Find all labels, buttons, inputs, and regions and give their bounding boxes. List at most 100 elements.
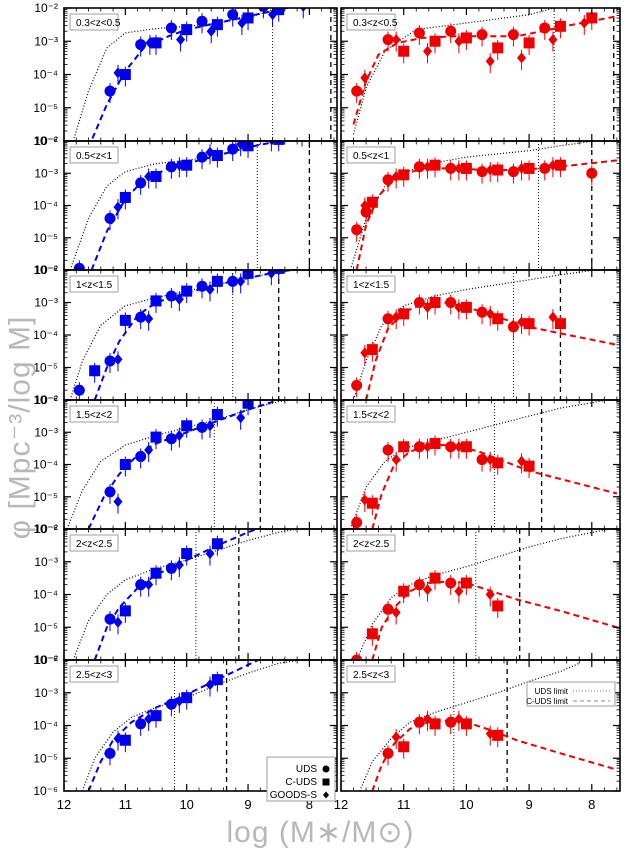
cuds-point	[119, 734, 131, 746]
goodss-point	[360, 200, 370, 211]
goodss-point	[485, 308, 495, 320]
goodss-point	[454, 713, 464, 725]
uds-point	[227, 143, 239, 155]
redshift-bin-label: 1<z<1.5	[346, 275, 396, 293]
cuds-point	[150, 170, 162, 182]
y-tick-label: 10⁻³	[34, 425, 58, 439]
goodss-point	[485, 55, 495, 67]
goodss-point	[454, 35, 464, 47]
y-tick-label: 10⁻⁶	[33, 393, 58, 407]
goodss-point	[548, 159, 558, 171]
cuds-point	[523, 460, 535, 472]
cuds-point	[554, 20, 566, 32]
cuds-point	[119, 459, 131, 470]
redshift-bin-label: 2.5<z<3	[69, 665, 119, 683]
goodss-point	[485, 164, 495, 176]
svg-text:0.3<z<0.5: 0.3<z<0.5	[353, 18, 398, 29]
cuds-point	[89, 365, 101, 377]
cuds-point	[554, 159, 566, 171]
y-tick-label: 10⁻⁵	[33, 101, 58, 115]
uds-point	[476, 29, 488, 41]
goodss-point	[454, 585, 464, 597]
cuds-point	[554, 318, 566, 330]
uds-point	[165, 698, 177, 710]
svg-text:UDS limit: UDS limit	[535, 687, 569, 696]
x-tick-label: 11	[119, 797, 133, 812]
y-tick-label: 10⁻⁴	[33, 68, 58, 82]
goodss-point	[360, 494, 370, 506]
cuds-point	[523, 318, 535, 330]
y-axis-label: φ [Mpc⁻³/log M]	[3, 315, 37, 540]
svg-text:1.5<z<2: 1.5<z<2	[76, 410, 113, 421]
goodss-point	[145, 37, 155, 49]
goodss-point	[454, 301, 464, 313]
goodss-point	[517, 52, 527, 64]
goodss-point	[485, 454, 495, 466]
cuds-point	[366, 628, 378, 640]
goodss-point	[391, 311, 401, 323]
x-tick-label: 12	[57, 797, 71, 812]
goodss-point	[144, 579, 154, 591]
svg-text:0.5<z<1: 0.5<z<1	[76, 151, 113, 162]
panel-right-3: 1.5<z<2	[340, 399, 621, 530]
cuds-point	[366, 344, 378, 356]
y-tick-label: 10⁻²	[34, 263, 58, 277]
svg-text:2.5<z<3: 2.5<z<3	[76, 670, 113, 681]
uds-point	[445, 716, 457, 728]
uds-point	[135, 39, 147, 51]
uds-point	[586, 167, 598, 179]
uds-point	[382, 444, 394, 456]
goodss-point	[144, 170, 154, 182]
x-tick-label: 10	[179, 797, 193, 812]
panel-left-2: 1<z<1.5 10⁻² 10⁻³ 10⁻⁴ 10⁻⁵ 10⁻⁶	[33, 263, 338, 407]
x-axis-label: log (M∗/M⊙)	[226, 816, 415, 849]
uds-point	[507, 29, 519, 41]
uds-point	[476, 306, 488, 318]
goodss-point	[205, 146, 215, 158]
cuds-point	[492, 729, 504, 741]
y-tick-label: 10⁻⁴	[33, 588, 58, 602]
goodss-point	[205, 420, 215, 432]
svg-text:C-UDS limit: C-UDS limit	[526, 697, 569, 706]
goodss-point	[236, 412, 246, 424]
redshift-bin-label: 0.5<z<1	[346, 146, 396, 164]
goodss-point	[144, 313, 154, 325]
cuds-point	[119, 605, 131, 617]
goodss-point	[298, 129, 307, 140]
cuds-point	[150, 295, 162, 307]
survey-legend: UDS C-UDS GOODS-S	[266, 756, 336, 802]
goodss-point	[423, 45, 433, 57]
cuds-point	[398, 169, 410, 181]
uds-point	[413, 441, 425, 453]
uds-point	[135, 177, 147, 189]
cuds-point	[150, 431, 162, 443]
panel-left-1: 0.5<z<1 10⁻² 10⁻³ 10⁻⁴ 10⁻⁵ 10⁻⁶	[33, 129, 338, 277]
uds-point	[445, 577, 457, 589]
uds-point	[382, 174, 394, 186]
panel-right-2: 1<z<1.5	[340, 269, 621, 401]
uds-point	[413, 297, 425, 308]
cuds-point	[398, 308, 410, 320]
y-tick-label: 10⁻⁶	[33, 653, 58, 667]
reference-curve	[69, 143, 261, 270]
uds-point	[196, 280, 208, 292]
cuds-point	[366, 497, 378, 509]
cuds-point	[429, 572, 441, 584]
goodss-point	[144, 713, 154, 725]
svg-text:1<z<1.5: 1<z<1.5	[76, 280, 113, 291]
x-tick-label: 9	[244, 797, 251, 812]
uds-point	[135, 718, 147, 730]
goodss-point	[391, 607, 401, 619]
panel-right-0: 0.3<z<0.5	[340, 7, 621, 142]
cuds-point	[492, 164, 504, 176]
cuds-point	[460, 301, 472, 313]
svg-text:2<z<2.5: 2<z<2.5	[353, 539, 390, 550]
cuds-point	[150, 567, 162, 579]
goodss-point	[300, 8, 307, 12]
y-tick-label: 10⁻²	[34, 1, 58, 15]
uds-point	[258, 8, 269, 12]
uds-point	[445, 25, 457, 37]
goodss-point	[113, 201, 123, 213]
cuds-point	[429, 159, 441, 171]
goodss-point	[113, 67, 123, 79]
